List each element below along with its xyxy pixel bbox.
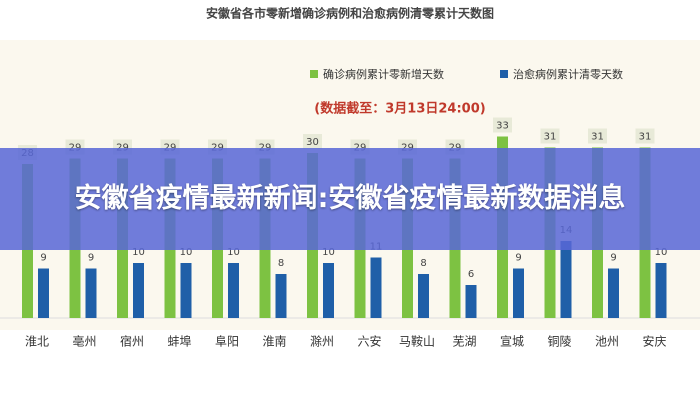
value-label: 10 <box>132 247 145 258</box>
value-label: 31 <box>544 132 557 143</box>
x-tick-label: 六安 <box>357 334 381 349</box>
legend-swatch <box>500 70 508 78</box>
value-label: 31 <box>591 132 604 143</box>
x-tick-label: 蚌埠 <box>167 335 191 349</box>
value-label: 10 <box>322 247 335 258</box>
banner-text: 安徽省疫情最新新闻:安徽省疫情最新数据消息 <box>74 183 626 214</box>
value-label-bg <box>540 128 560 144</box>
x-tick-label: 池州 <box>595 335 619 349</box>
bar <box>418 274 429 318</box>
value-label: 10 <box>180 247 193 258</box>
bar <box>275 274 287 318</box>
value-label-bg <box>493 117 512 133</box>
value-label: 9 <box>515 253 521 264</box>
bar <box>465 285 477 318</box>
value-label-bg <box>588 128 607 144</box>
legend-swatch <box>310 70 318 78</box>
bar <box>560 241 572 318</box>
chart-title: 安徽省各市零新增确诊病例和治愈病例清零累计天数图 <box>206 6 494 21</box>
x-tick-label: 芜湖 <box>452 334 476 349</box>
legend-label: 治愈病例累计清零天数 <box>513 67 623 81</box>
x-tick-label: 淮北 <box>25 335 49 349</box>
bar <box>38 268 49 318</box>
value-label: 10 <box>227 247 240 258</box>
bar <box>655 263 667 318</box>
x-tick-label: 亳州 <box>72 334 96 349</box>
value-label: 33 <box>496 121 509 132</box>
x-tick-label: 阜阳 <box>215 335 239 349</box>
value-label: 9 <box>88 253 94 264</box>
value-label: 31 <box>639 132 652 143</box>
bar <box>180 263 192 318</box>
value-label: 9 <box>610 253 616 264</box>
value-label: 10 <box>655 247 668 258</box>
value-label: 9 <box>40 253 46 264</box>
bar <box>323 263 334 318</box>
value-label: 8 <box>420 258 426 269</box>
bar <box>513 268 524 318</box>
x-tick-label: 滁州 <box>310 334 334 349</box>
legend-label: 确诊病例累计零新增天数 <box>323 67 444 81</box>
x-tick-label: 宣城 <box>500 334 524 349</box>
label-strip <box>0 330 700 400</box>
bar <box>85 268 97 318</box>
x-tick-label: 铜陵 <box>547 334 571 349</box>
x-tick-label: 淮南 <box>262 334 286 349</box>
x-tick-label: 安庆 <box>642 334 666 349</box>
bar <box>608 268 619 318</box>
title-strip <box>0 0 700 40</box>
value-label: 8 <box>278 258 284 269</box>
bar <box>228 263 239 318</box>
banner: 安徽省疫情最新新闻:安徽省疫情最新数据消息 <box>0 148 700 250</box>
x-tick-label: 马鞍山 <box>399 334 435 349</box>
note: (数据截至：3月13日24:00) <box>314 101 485 117</box>
value-label: 30 <box>306 137 319 148</box>
value-label: 6 <box>468 269 474 280</box>
bar <box>133 263 144 318</box>
bar <box>370 257 382 318</box>
value-label-bg <box>635 128 655 144</box>
value-label-bg <box>303 134 322 149</box>
x-tick-label: 宿州 <box>120 334 144 349</box>
